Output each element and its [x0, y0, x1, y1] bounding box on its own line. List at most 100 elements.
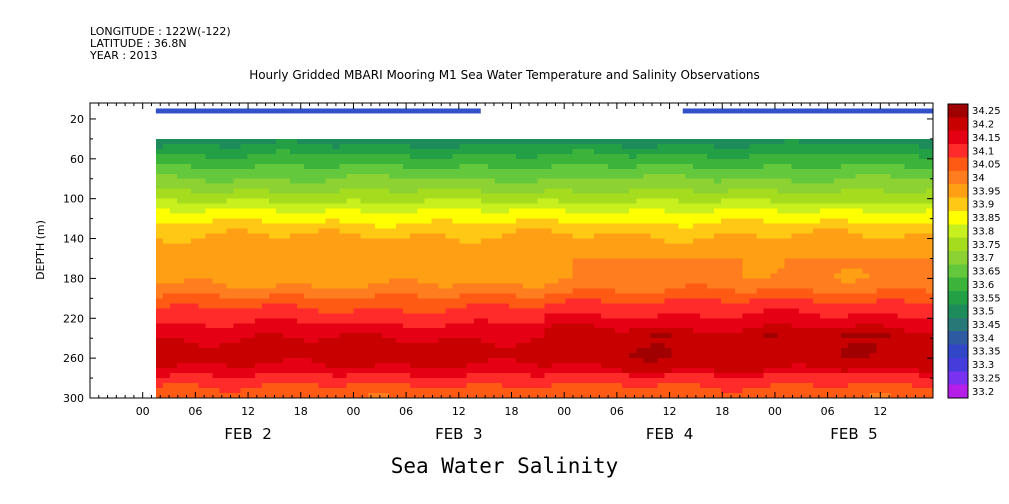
salinity-cell — [721, 303, 729, 309]
salinity-cell — [254, 288, 263, 294]
salinity-cell — [275, 173, 284, 180]
salinity-cell — [848, 353, 856, 359]
salinity-cell — [544, 228, 553, 235]
salinity-cell — [438, 288, 447, 294]
salinity-cell — [834, 343, 842, 349]
salinity-cell — [452, 353, 461, 359]
salinity-cell — [487, 293, 496, 299]
salinity-cell — [523, 193, 531, 200]
salinity-cell — [728, 213, 736, 220]
salinity-cell — [311, 273, 319, 279]
salinity-cell — [494, 248, 503, 255]
salinity-cell — [855, 168, 863, 175]
salinity-cell — [389, 208, 397, 215]
salinity-cell — [516, 208, 524, 215]
salinity-cell — [290, 328, 298, 334]
salinity-cell — [275, 228, 284, 235]
salinity-cell — [226, 173, 235, 180]
salinity-cell — [261, 183, 270, 190]
salinity-cell — [466, 258, 475, 265]
salinity-cell — [431, 213, 440, 220]
salinity-cell — [848, 143, 856, 150]
salinity-cell — [530, 248, 538, 255]
salinity-cell — [692, 308, 701, 314]
salinity-cell — [431, 333, 440, 339]
salinity-cell — [558, 298, 567, 304]
salinity-cell — [855, 188, 863, 195]
salinity-cell — [544, 333, 553, 339]
salinity-cell — [699, 173, 708, 180]
salinity-cell — [212, 158, 221, 165]
salinity-cell — [410, 363, 418, 369]
salinity-cell — [876, 283, 885, 289]
salinity-cell — [883, 353, 892, 359]
salinity-cell — [459, 248, 468, 255]
salinity-cell — [558, 213, 567, 220]
salinity-cell — [290, 308, 298, 314]
salinity-cell — [360, 313, 369, 319]
salinity-cell — [918, 163, 927, 170]
salinity-cell — [615, 178, 623, 185]
salinity-cell — [544, 183, 553, 190]
salinity-cell — [353, 218, 362, 225]
salinity-cell — [911, 353, 920, 359]
salinity-cell — [876, 338, 885, 344]
salinity-cell — [848, 238, 856, 245]
salinity-cell — [212, 303, 221, 309]
salinity-cell — [283, 153, 291, 160]
salinity-cell — [403, 323, 411, 329]
salinity-cell — [169, 278, 178, 284]
salinity-cell — [756, 153, 765, 160]
salinity-cell — [848, 223, 856, 230]
salinity-cell — [791, 293, 800, 299]
salinity-cell — [544, 318, 553, 324]
salinity-cell — [600, 213, 609, 220]
salinity-cell — [396, 153, 404, 160]
salinity-cell — [410, 298, 418, 304]
salinity-cell — [389, 243, 397, 250]
salinity-cell — [226, 258, 235, 265]
salinity-cell — [473, 223, 482, 230]
salinity-cell — [275, 143, 284, 150]
salinity-cell — [855, 208, 863, 215]
salinity-cell — [834, 223, 842, 230]
salinity-cell — [417, 163, 425, 170]
salinity-cell — [636, 163, 644, 170]
salinity-cell — [925, 178, 933, 185]
salinity-cell — [784, 233, 793, 240]
salinity-cell — [699, 223, 708, 230]
salinity-cell — [798, 148, 807, 155]
salinity-cell — [275, 328, 284, 334]
salinity-cell — [713, 323, 722, 329]
salinity-cell — [516, 163, 524, 170]
salinity-cell — [685, 138, 694, 145]
salinity-cell — [855, 178, 863, 185]
salinity-cell — [918, 268, 927, 275]
salinity-cell — [890, 228, 899, 235]
salinity-cell — [360, 273, 369, 279]
salinity-cell — [798, 238, 807, 245]
salinity-cell — [728, 178, 736, 185]
salinity-cell — [636, 143, 644, 150]
salinity-cell — [862, 333, 871, 339]
salinity-cell — [862, 313, 871, 319]
salinity-cell — [629, 203, 637, 210]
salinity-cell — [424, 313, 432, 319]
salinity-cell — [254, 223, 263, 230]
salinity-cell — [473, 193, 482, 200]
salinity-cell — [911, 173, 920, 180]
salinity-cell — [240, 333, 249, 339]
salinity-cell — [791, 353, 800, 359]
salinity-cell — [487, 223, 496, 230]
salinity-cell — [586, 163, 595, 170]
salinity-cell — [325, 158, 334, 165]
salinity-cell — [339, 178, 348, 185]
salinity-cell — [530, 303, 538, 309]
salinity-cell — [615, 298, 623, 304]
salinity-cell — [749, 143, 757, 150]
salinity-cell — [353, 228, 362, 235]
salinity-cell — [925, 198, 933, 205]
salinity-cell — [855, 298, 863, 304]
salinity-cell — [685, 358, 694, 364]
salinity-cell — [212, 278, 221, 284]
